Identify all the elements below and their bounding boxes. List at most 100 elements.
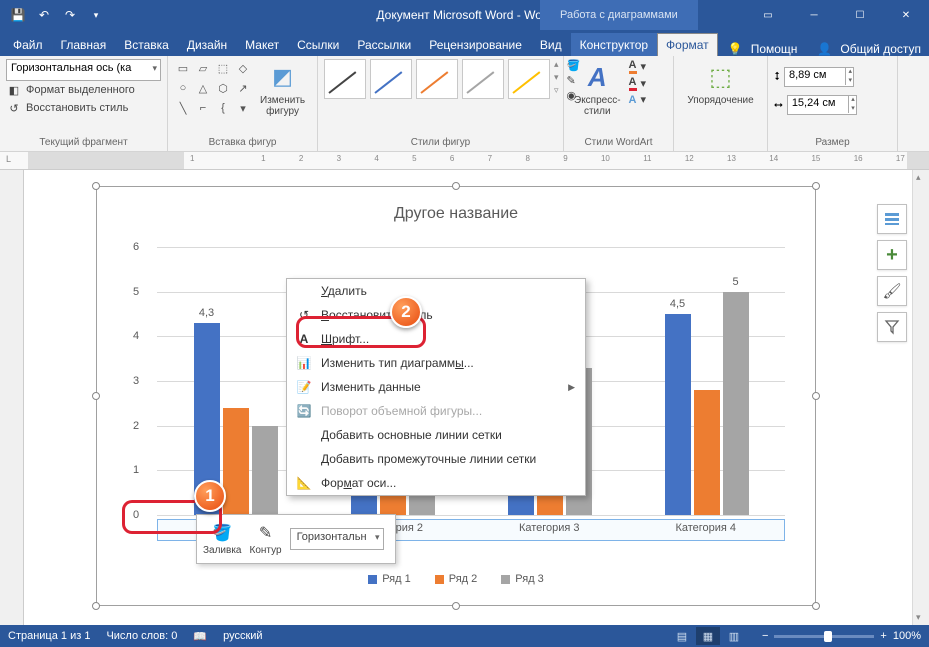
ctx-add-major-gridlines[interactable]: Добавить основные линии сетки bbox=[287, 423, 585, 447]
ribbon-options-icon[interactable]: ▭ bbox=[745, 0, 791, 30]
change-shape-icon: ◩ bbox=[267, 61, 299, 93]
zoom-level[interactable]: 100% bbox=[893, 630, 921, 642]
ctx-change-data[interactable]: 📝Изменить данные▶ bbox=[287, 375, 585, 399]
bucket-icon: 🪣 bbox=[212, 523, 232, 543]
arrange-button[interactable]: ⬚ Упорядочение bbox=[683, 59, 757, 108]
resize-handle[interactable] bbox=[452, 182, 460, 190]
gallery-more-icon[interactable]: ▿ bbox=[554, 85, 559, 96]
qat-more-icon[interactable]: ▾ bbox=[84, 3, 108, 27]
format-selection-icon: ◧ bbox=[6, 82, 22, 98]
ctx-delete[interactable]: Удалить bbox=[287, 279, 585, 303]
tab-constructor[interactable]: Конструктор bbox=[571, 33, 657, 56]
tab-view[interactable]: Вид bbox=[531, 33, 571, 56]
height-spinner[interactable]: 8,89 см bbox=[784, 67, 854, 87]
resize-handle[interactable] bbox=[452, 602, 460, 610]
text-fill-button[interactable]: A▾ bbox=[629, 59, 646, 74]
minimize-icon[interactable]: ─ bbox=[791, 0, 837, 30]
wordart-icon: A bbox=[581, 61, 613, 93]
ctx-add-minor-gridlines[interactable]: Добавить промежуточные линии сетки bbox=[287, 447, 585, 471]
resize-handle[interactable] bbox=[92, 602, 100, 610]
group-arrange: ⬚ Упорядочение bbox=[674, 56, 768, 151]
resize-handle[interactable] bbox=[812, 392, 820, 400]
zoom-in-icon[interactable]: + bbox=[880, 630, 886, 642]
vertical-ruler bbox=[0, 170, 24, 625]
group-label-shape-styles: Стили фигур bbox=[324, 135, 557, 148]
wordart-quick-styles-button[interactable]: A Экспресс- стили bbox=[570, 59, 625, 119]
tab-help[interactable]: Помощн bbox=[751, 42, 798, 56]
status-language[interactable]: русский bbox=[223, 630, 262, 642]
resize-handle[interactable] bbox=[92, 182, 100, 190]
read-mode-icon[interactable]: ▤ bbox=[670, 627, 694, 645]
ctx-change-chart-type[interactable]: 📊Изменить тип диаграммы... bbox=[287, 351, 585, 375]
group-insert-shapes: ▭▱⬚◇ ○△⬡↗ ╲⌐{▾ ◩ Изменить фигуру Вставка… bbox=[168, 56, 318, 151]
mini-fill-button[interactable]: 🪣Заливка bbox=[203, 523, 242, 556]
status-word-count[interactable]: Число слов: 0 bbox=[106, 630, 177, 642]
horizontal-ruler: 11234567891011121314151617 L bbox=[0, 152, 929, 170]
chart-element-dropdown[interactable]: Горизонтальная ось (ка bbox=[6, 59, 161, 81]
text-effects-button[interactable]: A▾ bbox=[629, 93, 646, 106]
gallery-down-icon[interactable]: ▾ bbox=[554, 72, 559, 83]
width-icon: ⭤ bbox=[774, 99, 783, 112]
format-selection-button[interactable]: ◧Формат выделенного bbox=[6, 81, 161, 99]
tab-mailings[interactable]: Рассылки bbox=[348, 33, 420, 56]
tab-design[interactable]: Дизайн bbox=[178, 33, 236, 56]
tab-references[interactable]: Ссылки bbox=[288, 33, 348, 56]
group-shape-styles: ▴ ▾ ▿ 🪣 ✎ ◉ Стили фигур bbox=[318, 56, 564, 151]
close-icon[interactable]: ✕ bbox=[883, 0, 929, 30]
save-icon[interactable]: 💾 bbox=[6, 3, 30, 27]
group-size: ⭥8,89 см ⭤15,24 см Размер bbox=[768, 56, 898, 151]
submenu-arrow-icon: ▶ bbox=[568, 382, 575, 393]
group-current-fragment: Горизонтальная ось (ка ◧Формат выделенно… bbox=[0, 56, 168, 151]
chart-elements-icon[interactable]: + bbox=[877, 240, 907, 270]
redo-icon[interactable]: ↷ bbox=[58, 3, 82, 27]
tab-layout[interactable]: Макет bbox=[236, 33, 288, 56]
chart-legend[interactable]: Ряд 1Ряд 2Ряд 3 bbox=[97, 573, 815, 585]
format-axis-icon: 📐 bbox=[295, 476, 313, 490]
tab-share[interactable]: Общий доступ bbox=[840, 42, 921, 56]
undo-icon[interactable]: ↶ bbox=[32, 3, 56, 27]
ctx-format-axis[interactable]: 📐Формат оси... bbox=[287, 471, 585, 495]
context-menu: Удалить ↺Восстановить стиль AШрифт... 📊И… bbox=[286, 278, 586, 496]
resize-handle[interactable] bbox=[92, 392, 100, 400]
reset-style-icon: ↺ bbox=[6, 100, 22, 116]
vertical-scrollbar[interactable] bbox=[912, 170, 929, 625]
chart-styles-icon[interactable]: 🖌 bbox=[877, 276, 907, 306]
zoom-control: − + 100% bbox=[762, 630, 921, 642]
mini-axis-combo[interactable]: Горизонтальн bbox=[290, 528, 384, 550]
text-outline-button[interactable]: A▾ bbox=[629, 76, 646, 91]
chart-filter-icon[interactable] bbox=[877, 312, 907, 342]
status-proofing-icon[interactable]: 📖 bbox=[193, 630, 207, 643]
width-spinner[interactable]: 15,24 см bbox=[787, 95, 857, 115]
text-effects-icon: A bbox=[629, 94, 637, 106]
print-layout-icon[interactable]: ▦ bbox=[696, 627, 720, 645]
resize-handle[interactable] bbox=[812, 602, 820, 610]
ribbon-tabs: Файл Главная Вставка Дизайн Макет Ссылки… bbox=[0, 30, 929, 56]
tab-file[interactable]: Файл bbox=[4, 33, 52, 56]
ctx-font[interactable]: AШрифт... bbox=[287, 327, 585, 351]
tab-insert[interactable]: Вставка bbox=[115, 33, 178, 56]
group-label-fragment: Текущий фрагмент bbox=[6, 135, 161, 148]
shape-gallery[interactable]: ▭▱⬚◇ ○△⬡↗ ╲⌐{▾ bbox=[174, 59, 252, 117]
reset-style-button[interactable]: ↺Восстановить стиль bbox=[6, 99, 161, 117]
chart-type-icon: 📊 bbox=[295, 356, 313, 370]
pen-icon: ✎ bbox=[259, 523, 272, 543]
mini-toolbar: 🪣Заливка ✎Контур Горизонтальн bbox=[196, 514, 396, 564]
chart-title[interactable]: Другое название bbox=[97, 187, 815, 233]
status-page[interactable]: Страница 1 из 1 bbox=[8, 630, 90, 642]
maximize-icon[interactable]: ☐ bbox=[837, 0, 883, 30]
resize-handle[interactable] bbox=[812, 182, 820, 190]
tab-review[interactable]: Рецензирование bbox=[420, 33, 531, 56]
web-layout-icon[interactable]: ▥ bbox=[722, 627, 746, 645]
change-shape-button[interactable]: ◩ Изменить фигуру bbox=[256, 59, 309, 119]
zoom-out-icon[interactable]: − bbox=[762, 630, 768, 642]
mini-outline-button[interactable]: ✎Контур bbox=[250, 523, 282, 556]
text-outline-icon: A bbox=[629, 76, 637, 91]
tab-format[interactable]: Формат bbox=[657, 33, 718, 56]
gallery-up-icon[interactable]: ▴ bbox=[554, 59, 559, 70]
shape-style-gallery[interactable] bbox=[324, 59, 550, 99]
arrange-icon: ⬚ bbox=[705, 61, 737, 93]
tab-home[interactable]: Главная bbox=[52, 33, 116, 56]
layout-options-icon[interactable] bbox=[877, 204, 907, 234]
ctx-reset-style[interactable]: ↺Восстановить стиль bbox=[287, 303, 585, 327]
zoom-slider[interactable] bbox=[774, 635, 874, 638]
